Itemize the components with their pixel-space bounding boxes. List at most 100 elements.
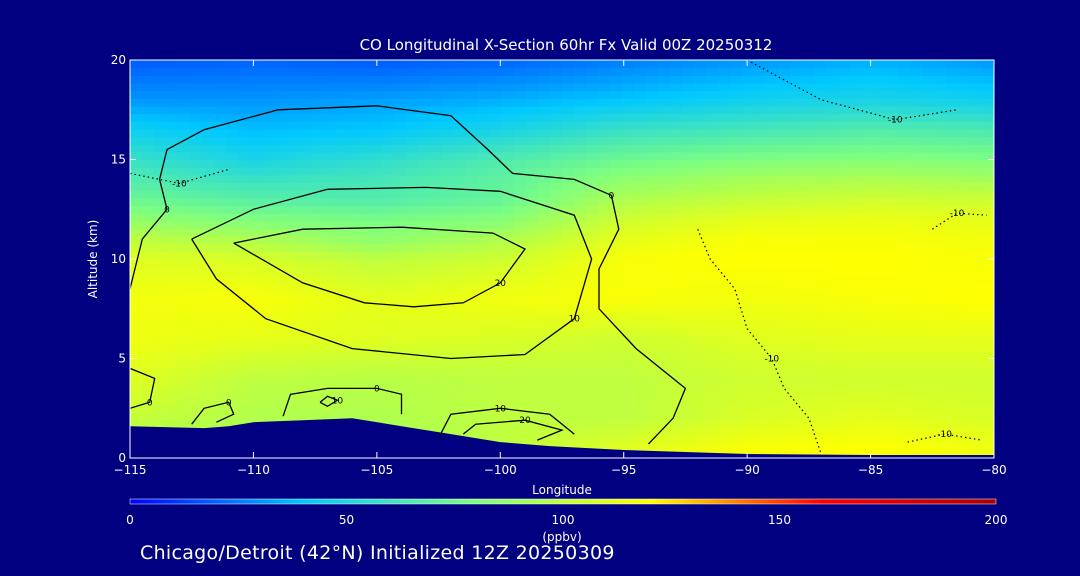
field-cell [346, 136, 359, 145]
field-cell [718, 67, 731, 76]
field-cell [718, 366, 731, 375]
field-cell [526, 358, 539, 367]
field-cell [430, 251, 443, 260]
field-cell [718, 289, 731, 298]
field-cell [214, 82, 227, 92]
field-cell [538, 320, 551, 329]
field-cell [970, 350, 983, 360]
field-cell [790, 98, 803, 107]
field-cell [346, 213, 359, 222]
field-cell [490, 151, 503, 161]
field-cell [418, 82, 431, 92]
field-cell [766, 259, 779, 268]
field-cell [622, 236, 635, 245]
field-cell [286, 167, 299, 176]
field-cell [490, 205, 503, 214]
field-cell [202, 343, 215, 352]
field-cell [538, 60, 551, 69]
field-cell [226, 60, 239, 69]
field-cell [322, 113, 335, 122]
field-cell [850, 419, 863, 428]
field-cell [802, 404, 815, 413]
field-cell [526, 251, 539, 260]
field-cell [466, 113, 479, 122]
field-cell [958, 381, 971, 390]
field-cell [634, 304, 647, 314]
field-cell [790, 266, 803, 275]
field-cell [178, 274, 191, 283]
field-cell [478, 335, 491, 344]
field-cell [262, 412, 275, 421]
field-cell [382, 335, 395, 344]
field-cell [766, 220, 779, 229]
field-cell [262, 205, 275, 214]
field-cell [346, 220, 359, 229]
field-cell [370, 151, 383, 161]
field-cell [658, 289, 671, 298]
field-cell [178, 190, 191, 199]
field-cell [934, 236, 947, 245]
field-cell [886, 327, 899, 337]
field-cell [226, 174, 239, 184]
field-cell [634, 350, 647, 360]
field-cell [214, 128, 227, 138]
field-cell [562, 182, 575, 191]
field-cell [910, 274, 923, 283]
field-cell [130, 343, 143, 352]
field-cell [706, 228, 719, 237]
field-cell [226, 75, 239, 84]
field-cell [238, 190, 251, 199]
field-cell [898, 144, 911, 153]
field-cell [682, 190, 695, 199]
field-cell [466, 251, 479, 260]
field-cell [178, 151, 191, 161]
field-cell [274, 75, 287, 84]
field-cell [526, 327, 539, 337]
field-cell [514, 312, 527, 321]
field-cell [190, 335, 203, 344]
field-cell [526, 98, 539, 107]
field-cell [286, 251, 299, 260]
field-cell [742, 350, 755, 360]
field-cell [130, 320, 143, 329]
field-cell [766, 236, 779, 245]
field-cell [682, 213, 695, 222]
field-cell [562, 304, 575, 314]
field-cell [262, 60, 275, 69]
field-cell [382, 320, 395, 329]
field-cell [238, 90, 251, 99]
field-cell [658, 105, 671, 115]
field-cell [862, 389, 875, 398]
field-cell [682, 167, 695, 176]
field-cell [142, 373, 155, 383]
field-cell [670, 312, 683, 321]
field-cell [910, 174, 923, 184]
field-cell [358, 105, 371, 115]
field-cell [274, 144, 287, 153]
field-cell [550, 312, 563, 321]
field-cell [838, 136, 851, 145]
field-cell [226, 335, 239, 344]
field-cell [178, 174, 191, 184]
field-cell [766, 82, 779, 92]
field-cell [142, 151, 155, 161]
field-cell [490, 304, 503, 314]
field-cell [406, 151, 419, 161]
field-cell [466, 144, 479, 153]
field-cell [466, 396, 479, 406]
field-cell [538, 82, 551, 92]
field-cell [598, 243, 611, 252]
field-cell [574, 312, 587, 321]
field-cell [202, 312, 215, 321]
field-cell [514, 213, 527, 222]
field-cell [562, 144, 575, 153]
field-cell [754, 190, 767, 199]
field-cell [298, 320, 311, 329]
field-cell [946, 366, 959, 375]
field-cell [682, 281, 695, 291]
field-cell [910, 366, 923, 375]
field-cell [682, 159, 695, 168]
field-cell [718, 228, 731, 237]
field-cell [706, 128, 719, 138]
field-cell [550, 320, 563, 329]
